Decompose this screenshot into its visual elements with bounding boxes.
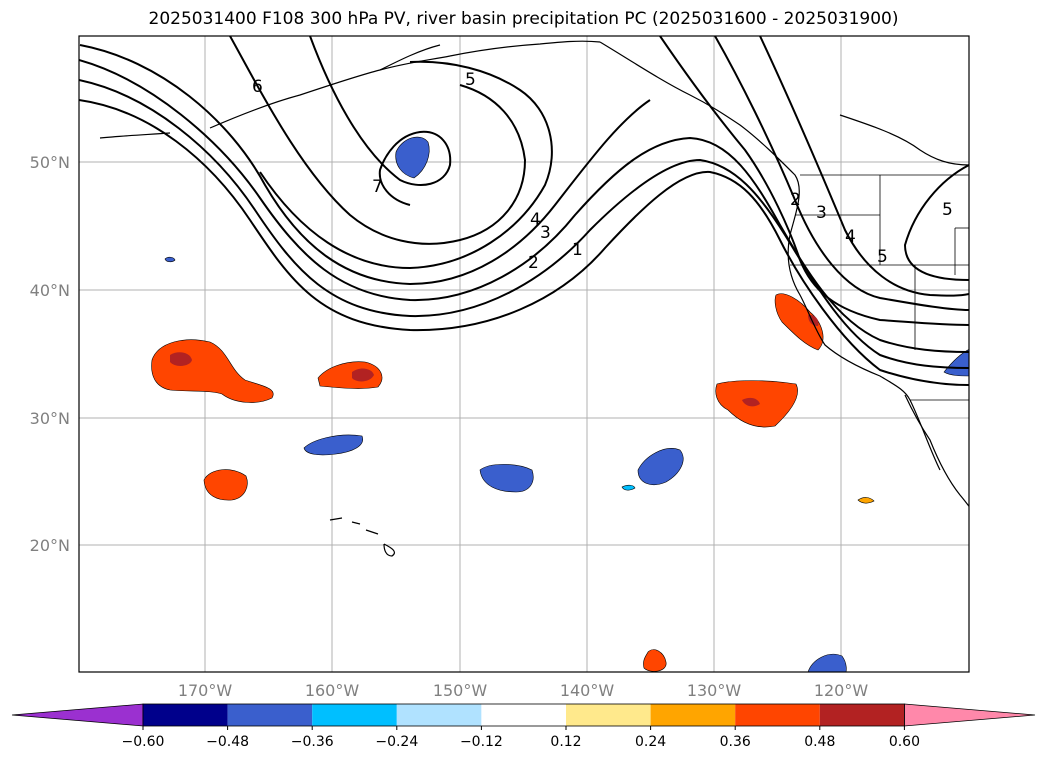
- colorbar-segment: [227, 704, 313, 726]
- colorbar-segment: [650, 704, 736, 726]
- lon-label: 130°W: [687, 681, 742, 700]
- precip-negative-areas: [164, 136, 969, 672]
- colorbar: −0.60 −0.48 −0.36 −0.24 −0.12 0.12 0.24 0.36 0.4…: [11, 703, 1036, 750]
- colorbar-tick-label: −0.24: [375, 734, 418, 750]
- latitude-labels: 50°N 40°N 30°N 20°N: [30, 153, 70, 555]
- political-boundaries: [790, 174, 969, 401]
- colorbar-extend-high: [904, 703, 1036, 727]
- lat-label: 40°N: [30, 281, 70, 300]
- colorbar-segment: [481, 704, 566, 726]
- pv-contours: [79, 36, 969, 386]
- colorbar-tick-label: 0.36: [720, 734, 751, 750]
- colorbar-segment: [566, 704, 651, 726]
- contour-label: 6: [252, 77, 263, 97]
- contour-label: 1: [572, 240, 583, 260]
- map-title: 2025031400 F108 300 hPa PV, river basin …: [148, 9, 899, 29]
- contour-label: 5: [465, 70, 476, 90]
- contour-label: 4: [845, 227, 856, 247]
- contour-label: 2: [790, 190, 801, 210]
- lat-label: 50°N: [30, 153, 70, 172]
- contour-label: 2: [528, 253, 539, 273]
- lon-label: 160°W: [305, 681, 360, 700]
- colorbar-tick-label: 0.12: [550, 734, 581, 750]
- lat-label: 30°N: [30, 409, 70, 428]
- lon-label: 120°W: [814, 681, 869, 700]
- colorbar-tick-label: −0.12: [460, 734, 503, 750]
- colorbar-tick-label: 0.60: [889, 734, 920, 750]
- contour-label: 5: [877, 247, 888, 267]
- colorbar-outline: [142, 703, 905, 727]
- contour-label: 5: [942, 200, 953, 220]
- contour-label: 3: [816, 203, 827, 223]
- colorbar-segment: [735, 704, 820, 726]
- precip-positive-areas: [151, 293, 875, 672]
- lon-label: 140°W: [560, 681, 615, 700]
- colorbar-tick-label: 0.24: [635, 734, 666, 750]
- contour-label: 7: [372, 177, 383, 197]
- lon-label: 150°W: [433, 681, 488, 700]
- colorbar-segment: [312, 704, 397, 726]
- colorbar-tick-label: 0.48: [804, 734, 835, 750]
- colorbar-segment: [143, 704, 228, 726]
- colorbar-tick-label: −0.60: [122, 734, 165, 750]
- colorbar-segment: [396, 704, 482, 726]
- colorbar-tick-label: −0.48: [206, 734, 249, 750]
- map-border: [78, 35, 970, 673]
- colorbar-extend-low: [11, 703, 144, 727]
- contour-labels: 6 5 7 4 3 2 1 2 3 4 5 5: [252, 70, 953, 273]
- lat-label: 20°N: [30, 536, 70, 555]
- coastlines: [99, 40, 969, 557]
- longitude-labels: 170°W 160°W 150°W 140°W 130°W 120°W: [178, 681, 869, 700]
- colorbar-tick-label: −0.36: [291, 734, 334, 750]
- contour-label: 4: [530, 210, 541, 230]
- colorbar-segment: [819, 704, 905, 726]
- map-area: [79, 36, 969, 672]
- lon-label: 170°W: [178, 681, 233, 700]
- contour-label: 3: [540, 223, 551, 243]
